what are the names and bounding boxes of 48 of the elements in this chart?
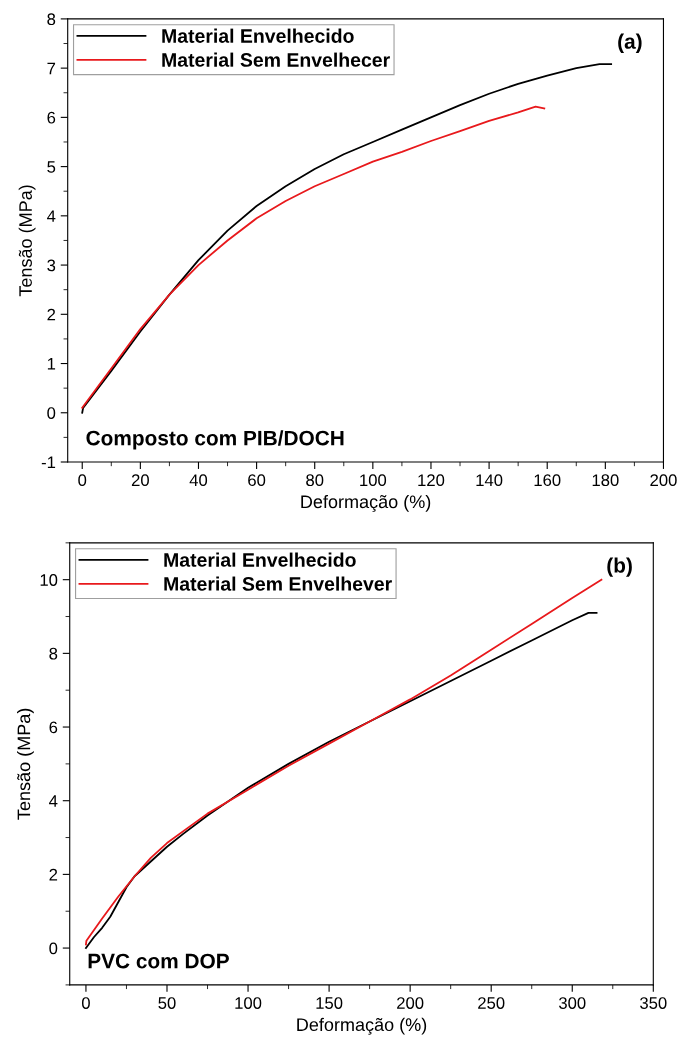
x-tick-label: 80	[306, 474, 324, 487]
x-axis-title: Deformação (%)	[297, 1017, 427, 1035]
y-tick-label: 0	[47, 407, 56, 419]
x-tick-label: 160	[534, 474, 561, 487]
y-tick-label: 4	[47, 210, 56, 222]
x-tick-label: 350	[640, 997, 667, 1009]
x-tick-label: 50	[158, 997, 176, 1009]
annotation: (b)	[607, 557, 632, 577]
x-tick-label: 300	[558, 997, 586, 1009]
x-tick-label: 200	[650, 474, 677, 487]
y-tick-label: 10	[40, 574, 58, 586]
y-tick-label: -1	[41, 456, 56, 469]
y-tick-label: 2	[49, 868, 58, 881]
y-tick-label: 2	[47, 308, 56, 321]
y-tick-label: 6	[47, 111, 56, 124]
y-tick-label: 0	[49, 942, 58, 955]
x-tick-label: 0	[78, 474, 87, 487]
x-tick-label: 200	[397, 997, 424, 1009]
legend-label: Material Envelhecido	[164, 552, 356, 567]
y-axis-title: Tensão (MPa)	[18, 185, 36, 297]
line-series	[81, 105, 546, 409]
y-tick-label: 8	[47, 13, 56, 26]
x-tick-label: 120	[418, 474, 445, 487]
y-axis-title: Tensão (MPa)	[17, 708, 34, 820]
legend-label: Material Sem Envelhever	[164, 576, 392, 591]
x-tick-label: 100	[235, 997, 262, 1009]
x-tick-label: 60	[248, 474, 266, 487]
x-tick-label: 250	[478, 997, 505, 1009]
x-tick-label: 20	[131, 474, 149, 487]
legend-label: Material Envelhecido	[162, 28, 354, 43]
annotation: Composto com PIB/DOCH	[86, 430, 344, 450]
y-tick-label: 7	[47, 62, 56, 75]
legend-label: Material Sem Envelhecer	[162, 52, 390, 67]
y-tick-label: 1	[47, 358, 56, 370]
x-tick-label: 180	[592, 474, 619, 487]
y-tick-label: 6	[49, 721, 58, 734]
y-tick-label: 4	[49, 795, 58, 807]
x-tick-label: 0	[81, 997, 90, 1009]
y-tick-label: 5	[47, 161, 56, 173]
x-axis-title: Deformação (%)	[301, 494, 431, 512]
x-tick-label: 140	[476, 474, 503, 487]
annotation: (a)	[618, 33, 642, 53]
annotation: PVC com DOP	[88, 953, 229, 969]
x-tick-label: 100	[360, 474, 387, 487]
x-tick-label: 40	[189, 474, 208, 487]
x-tick-label: 150	[316, 997, 343, 1009]
y-tick-label: 8	[49, 647, 58, 660]
y-tick-label: 3	[47, 259, 56, 272]
